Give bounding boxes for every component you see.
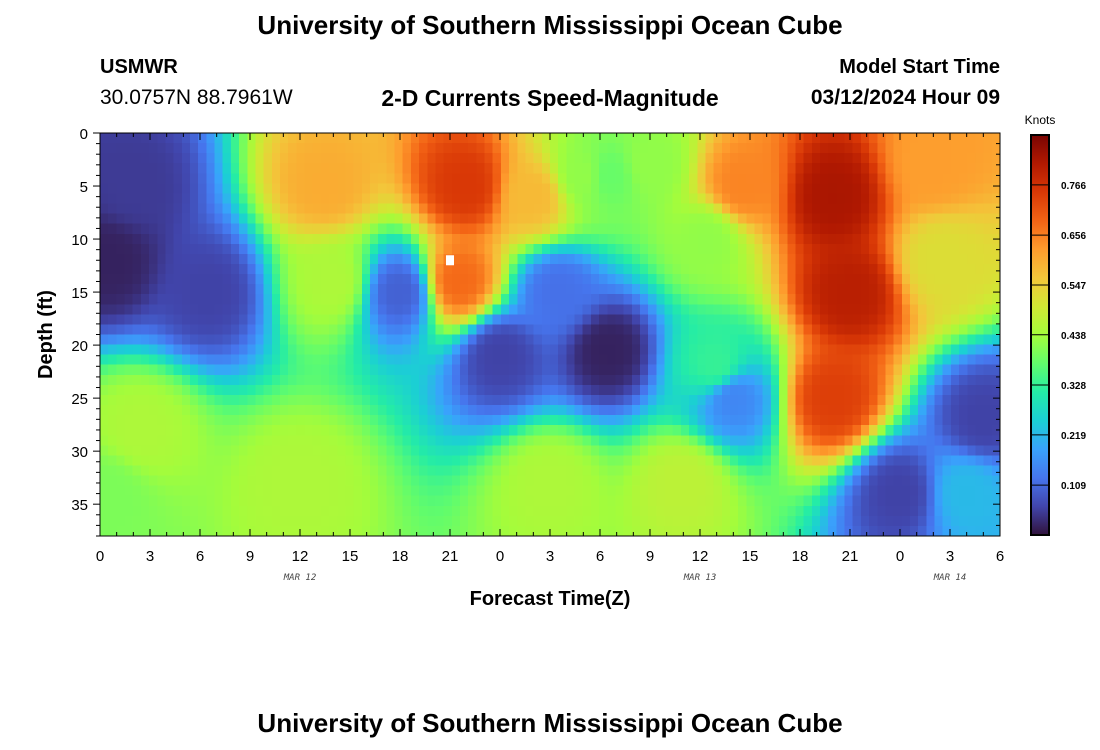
x-tick-label: 0 xyxy=(496,548,504,565)
x-tick-label: 18 xyxy=(792,548,809,565)
x-axis: 0 3 6 9 12 15 18 21 0 3 6 9 12 15 18 21 0 3 6 xyxy=(96,133,1004,565)
y-tick-label: 15 xyxy=(71,285,88,302)
x-tick-label: 21 xyxy=(842,548,859,565)
y-tick-label: 20 xyxy=(71,338,88,355)
chart-subtitle: 2-D Currents Speed-Magnitude xyxy=(381,85,719,111)
x-tick-label: 6 xyxy=(196,548,204,565)
colorbar-tick-label: 0.219 xyxy=(1061,431,1086,442)
model-start-label: Model Start Time xyxy=(839,56,1000,78)
date-labels: MAR 12 MAR 13 MAR 14 xyxy=(283,573,967,583)
y-tick-label: 35 xyxy=(71,497,88,514)
x-tick-label: 0 xyxy=(96,548,104,565)
x-tick-label: 3 xyxy=(146,548,154,565)
x-tick-label: 9 xyxy=(646,548,654,565)
x-tick-label: 9 xyxy=(246,548,254,565)
colorbar-tick-label: 0.547 xyxy=(1061,281,1086,292)
x-tick-label: 0 xyxy=(896,548,904,565)
y-tick-label: 5 xyxy=(80,179,88,196)
page-title: University of Southern Mississippi Ocean… xyxy=(257,10,843,40)
x-axis-title: Forecast Time(Z) xyxy=(470,588,631,610)
colorbar-unit: Knots xyxy=(1025,113,1056,127)
y-tick-label: 10 xyxy=(71,232,88,249)
x-tick-label: 6 xyxy=(596,548,604,565)
colorbar-tick-label: 0.328 xyxy=(1061,381,1086,392)
y-tick-label: 30 xyxy=(71,444,88,461)
colorbar: Knots 0.109 0.219 0.328 0.438 0.547 0.656 0.76… xyxy=(1025,113,1086,536)
white-marker xyxy=(446,255,454,266)
y-tick-label: 0 xyxy=(80,126,88,143)
colorbar-tick-label: 0.438 xyxy=(1061,331,1086,342)
x-tick-label: 15 xyxy=(342,548,359,565)
date-label: MAR 12 xyxy=(283,573,317,583)
y-axis: 0 5 10 15 20 25 30 35 xyxy=(71,126,1000,537)
station-coordinates: 30.0757N 88.7961W xyxy=(100,86,293,109)
date-label: MAR 13 xyxy=(683,573,717,583)
x-tick-label: 3 xyxy=(546,548,554,565)
x-tick-label: 21 xyxy=(442,548,459,565)
x-tick-label: 18 xyxy=(392,548,409,565)
colorbar-tick-label: 0.656 xyxy=(1061,231,1086,242)
plot-area xyxy=(99,132,1001,537)
date-label: MAR 14 xyxy=(933,573,967,583)
colorbar-tick-label: 0.766 xyxy=(1061,181,1086,192)
station-id: USMWR xyxy=(100,56,178,78)
heatmap-chart: 0 3 6 9 12 15 18 21 0 3 6 9 12 15 18 21 0 3 6 0 5 10 15 20 25 30… xyxy=(35,113,1086,610)
x-tick-label: 12 xyxy=(692,548,709,565)
y-tick-label: 25 xyxy=(71,391,88,408)
y-axis-title: Depth (ft) xyxy=(35,290,57,379)
x-tick-label: 15 xyxy=(742,548,759,565)
colorbar-tick-label: 0.109 xyxy=(1061,481,1086,492)
x-tick-label: 12 xyxy=(292,548,309,565)
footer-title: University of Southern Mississippi Ocean… xyxy=(257,708,843,738)
heatmap-image xyxy=(100,133,1000,536)
x-tick-label: 6 xyxy=(996,548,1004,565)
x-tick-label: 3 xyxy=(946,548,954,565)
model-start-value: 03/12/2024 Hour 09 xyxy=(810,86,1000,109)
